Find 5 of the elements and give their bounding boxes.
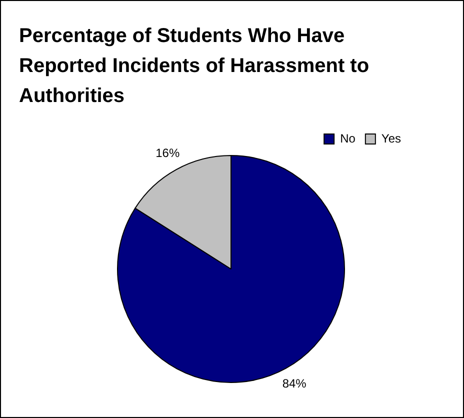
data-label: 16%	[156, 146, 180, 160]
legend-label: No	[340, 131, 356, 146]
chart-title: Percentage of Students Who Have Reported Incidents of Harassment to Authorities	[19, 24, 370, 109]
data-label: 84%	[282, 376, 307, 391]
legend-label: Yes	[381, 131, 401, 146]
